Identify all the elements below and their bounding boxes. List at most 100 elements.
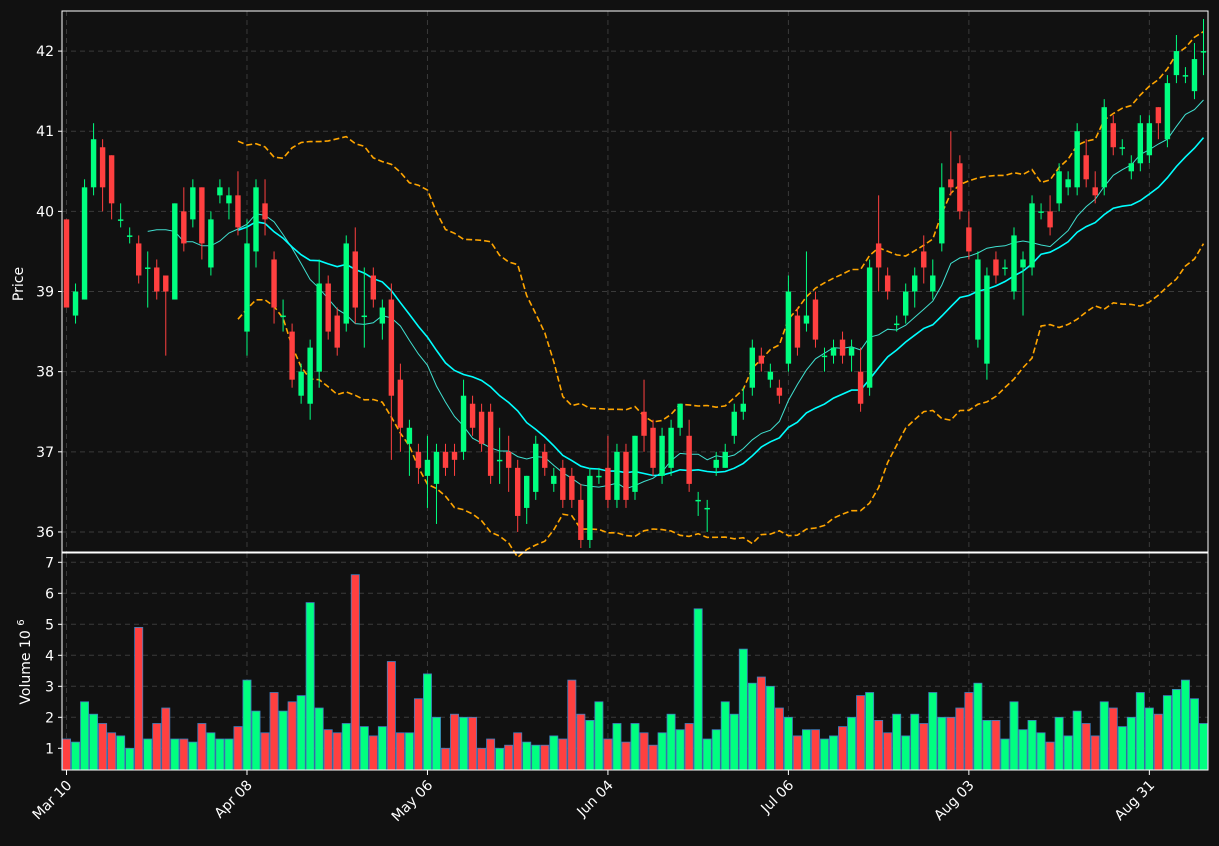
candle-body — [135, 243, 142, 276]
volume-bar — [811, 729, 820, 771]
price-tick-label: 36 — [36, 525, 54, 541]
volume-tick-label: 5 — [45, 617, 54, 633]
candle-body — [1038, 211, 1044, 213]
candle-body — [839, 339, 846, 356]
volume-bar — [874, 720, 884, 771]
candle-body — [605, 467, 611, 500]
candle-body — [650, 427, 656, 468]
candle-body — [199, 187, 205, 244]
candle-body — [695, 499, 701, 502]
volume-bar — [459, 716, 469, 771]
volume-bar — [395, 732, 405, 771]
volume-bar — [883, 732, 893, 771]
volume-bar — [62, 738, 71, 771]
price-tick-label: 40 — [36, 204, 54, 220]
candle-body — [343, 243, 349, 324]
candle-body — [758, 355, 765, 364]
moving-average-fast-line — [147, 99, 1204, 490]
candle-body — [749, 347, 756, 388]
volume-bar — [1009, 701, 1019, 771]
candle-body — [262, 203, 268, 220]
candle-body — [948, 179, 954, 188]
volume-bar — [197, 723, 207, 771]
candle-body — [830, 347, 837, 356]
candle-body — [587, 475, 593, 540]
volume-bar — [260, 732, 270, 771]
volume-bar — [98, 723, 108, 771]
volume-bar — [350, 574, 360, 771]
volume-bar — [305, 602, 315, 771]
candle-body — [1155, 107, 1162, 124]
price-tick-label: 37 — [36, 445, 54, 461]
volume-bar — [1054, 716, 1064, 771]
candle-body — [533, 443, 539, 492]
candle-body — [912, 275, 918, 292]
candle-body — [469, 403, 476, 428]
volume-bar — [657, 732, 667, 771]
volume-bar — [1108, 707, 1118, 771]
volume-bar — [143, 738, 153, 771]
candle-body — [803, 315, 810, 324]
candle-body — [163, 275, 169, 292]
volume-bar — [549, 735, 559, 771]
volume-bar — [450, 713, 459, 771]
volume-scale-base: 10 — [18, 630, 34, 648]
candle-body — [893, 323, 900, 326]
candle-body — [1065, 179, 1071, 188]
volume-bar — [666, 713, 676, 771]
candle-body — [505, 451, 512, 468]
volume-bar — [901, 735, 911, 771]
volume-bar — [910, 713, 920, 771]
volume-bar — [468, 716, 478, 771]
candle-body — [81, 187, 88, 300]
volume-panel-frame — [61, 552, 1209, 771]
volume-bar — [892, 713, 902, 771]
volume-tick-label: 4 — [45, 648, 54, 664]
volume-bar — [368, 735, 378, 771]
candle-body — [668, 427, 674, 468]
candle-body — [1002, 267, 1008, 269]
volume-bar — [937, 716, 947, 771]
volume-bar — [630, 723, 640, 771]
volume-bar — [991, 720, 1001, 771]
candle-body — [253, 187, 259, 252]
volume-bar — [693, 608, 703, 771]
candle-body — [190, 187, 196, 220]
price-tick-label: 41 — [36, 124, 54, 140]
candle-body — [442, 451, 449, 468]
candle-body — [551, 475, 557, 484]
candle-body — [1047, 211, 1053, 228]
volume-bar — [612, 723, 622, 771]
candle-body — [875, 243, 882, 268]
volume-bar — [404, 732, 414, 771]
volume-bar — [558, 738, 568, 771]
volume-bar — [774, 707, 784, 771]
candle-body — [117, 219, 124, 221]
volume-bar — [188, 741, 198, 771]
candle-body — [957, 163, 963, 212]
volume-bar — [1153, 713, 1163, 771]
candle-body — [1128, 163, 1135, 172]
volume-bar — [1190, 698, 1199, 771]
candle-body — [271, 259, 277, 308]
candle-body — [424, 459, 431, 476]
volume-bar — [116, 735, 126, 771]
candle-body — [397, 379, 404, 428]
volume-bar — [1162, 695, 1172, 771]
volume-bar — [531, 744, 541, 771]
volume-bar — [287, 701, 297, 771]
candle-body — [460, 395, 467, 452]
volume-bar — [756, 676, 766, 771]
volume-bar — [856, 695, 866, 771]
candle-body — [406, 427, 413, 444]
candle-body — [307, 347, 313, 404]
candle-body — [569, 475, 575, 500]
candle-body — [487, 411, 494, 476]
volume-bar — [206, 732, 216, 771]
volume-bar — [1126, 716, 1136, 771]
volume-bar — [477, 747, 487, 771]
volume-bar — [422, 673, 432, 771]
volume-bar — [594, 701, 604, 771]
candle-body — [993, 259, 999, 276]
